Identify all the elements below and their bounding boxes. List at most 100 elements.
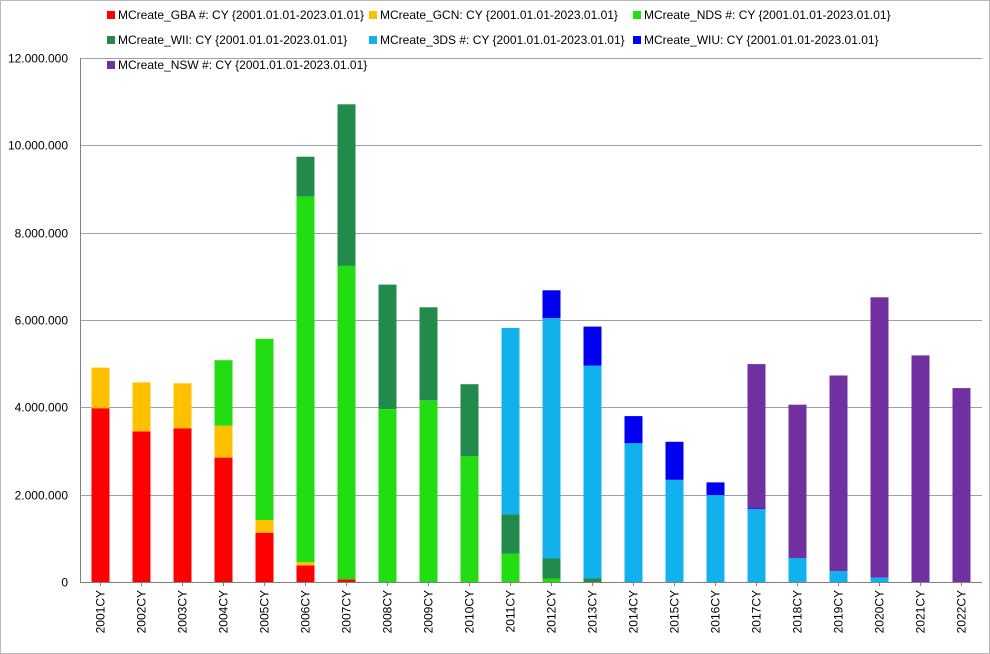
bar-segment bbox=[337, 579, 356, 582]
x-tick-label: 2020CY bbox=[873, 590, 887, 633]
y-tick-label: 12.000.000 bbox=[8, 52, 68, 66]
bar-segment bbox=[296, 562, 315, 566]
x-tick-label: 2008CY bbox=[381, 590, 395, 633]
legend-label: MCreate_WIU: CY {2001.01.01-2023.01.01} bbox=[644, 33, 879, 47]
legend-label: MCreate_GCN: CY {2001.01.01-2023.01.01} bbox=[380, 8, 618, 22]
x-tick-label: 2009CY bbox=[422, 590, 436, 633]
bar-segment bbox=[132, 431, 151, 582]
legend-swatch bbox=[107, 36, 115, 44]
x-tick-label: 2019CY bbox=[832, 590, 846, 633]
legend-item: MCreate_GBA #: CY {2001.01.01-2023.01.01… bbox=[107, 8, 364, 22]
bar-segment bbox=[788, 404, 807, 558]
legend-label: MCreate_WII: CY {2001.01.01-2023.01.01} bbox=[118, 33, 348, 47]
x-tick-label: 2007CY bbox=[340, 590, 354, 633]
legend-label: MCreate_GBA #: CY {2001.01.01-2023.01.01… bbox=[118, 8, 364, 22]
bar-segment bbox=[91, 367, 110, 409]
bar-segment bbox=[255, 532, 274, 582]
x-tick-label: 2013CY bbox=[586, 590, 600, 633]
bar-segment bbox=[378, 409, 397, 582]
bar-segment bbox=[132, 382, 151, 432]
bar-segment bbox=[911, 355, 930, 582]
bar-segment bbox=[583, 578, 602, 582]
bar-segment bbox=[706, 495, 725, 582]
legend-swatch bbox=[107, 11, 115, 19]
x-tick-label: 2015CY bbox=[668, 590, 682, 633]
bar-segment bbox=[419, 307, 438, 401]
x-tick-label: 2021CY bbox=[914, 590, 928, 633]
bar-segment bbox=[337, 265, 356, 580]
bar-segment bbox=[296, 565, 315, 582]
bar-segment bbox=[788, 558, 807, 582]
bar-segment bbox=[296, 196, 315, 563]
legend-swatch bbox=[633, 11, 641, 19]
bar-segment bbox=[665, 441, 684, 480]
x-tick-label: 2012CY bbox=[545, 590, 559, 633]
bar-segment bbox=[870, 577, 889, 582]
bar-segment bbox=[173, 428, 192, 582]
x-tick-label: 2014CY bbox=[627, 590, 641, 633]
x-tick-label: 2001CY bbox=[94, 590, 108, 633]
legend-label: MCreate_3DS #: CY {2001.01.01-2023.01.01… bbox=[380, 33, 625, 47]
bar-segment bbox=[214, 425, 233, 458]
legend-item: MCreate_WII: CY {2001.01.01-2023.01.01} bbox=[107, 33, 347, 47]
legend-swatch bbox=[107, 61, 115, 69]
bar-segment bbox=[624, 416, 643, 444]
x-tick-label: 2022CY bbox=[955, 590, 969, 633]
bar-segment bbox=[460, 384, 479, 457]
x-tick-label: 2002CY bbox=[135, 590, 149, 633]
bar-segment bbox=[337, 104, 356, 266]
legend-swatch bbox=[369, 36, 377, 44]
bar-segment bbox=[583, 365, 602, 579]
bar-segment bbox=[296, 156, 315, 197]
x-tick-label: 2010CY bbox=[463, 590, 477, 633]
bar-segment bbox=[829, 375, 848, 572]
bar-segment bbox=[173, 383, 192, 429]
legend-label: MCreate_NDS #: CY {2001.01.01-2023.01.01… bbox=[644, 8, 891, 22]
bar-segment bbox=[255, 338, 274, 520]
bar-segment bbox=[501, 327, 520, 515]
bar-segment bbox=[214, 457, 233, 582]
y-tick-label: 8.000.000 bbox=[15, 227, 69, 241]
bar-segment bbox=[419, 400, 438, 582]
y-axis: 0 2.000.000 4.000.000 6.000.000 8.000.000 10.… bbox=[8, 52, 81, 590]
legend-item: MCreate_WIU: CY {2001.01.01-2023.01.01} bbox=[633, 33, 879, 47]
bars bbox=[91, 104, 971, 582]
bar-segment bbox=[214, 360, 233, 426]
x-tick-label: 2003CY bbox=[176, 590, 190, 633]
legend-item: MCreate_NSW #: CY {2001.01.01-2023.01.01… bbox=[107, 58, 367, 72]
bar-segment bbox=[542, 318, 561, 559]
bar-segment bbox=[706, 482, 725, 496]
y-tick-label: 0 bbox=[61, 576, 68, 590]
x-axis: 2001CY 2002CY 2003CY 2004CY 2005CY 2006CY 2007… bbox=[80, 582, 982, 633]
bar-segment bbox=[501, 553, 520, 582]
x-tick-label: 2004CY bbox=[217, 590, 231, 633]
bar-segment bbox=[460, 456, 479, 582]
x-tick-label: 2016CY bbox=[709, 590, 723, 633]
legend-item: MCreate_3DS #: CY {2001.01.01-2023.01.01… bbox=[369, 33, 625, 47]
y-tick-label: 10.000.000 bbox=[8, 139, 68, 153]
bar-segment bbox=[501, 514, 520, 554]
bar-segment bbox=[542, 290, 561, 319]
bar-segment bbox=[747, 509, 766, 582]
y-tick-label: 6.000.000 bbox=[15, 314, 69, 328]
y-tick-label: 4.000.000 bbox=[15, 401, 69, 415]
x-tick-label: 2017CY bbox=[750, 590, 764, 633]
bar-segment bbox=[624, 443, 643, 582]
legend-item: MCreate_NDS #: CY {2001.01.01-2023.01.01… bbox=[633, 8, 891, 22]
legend-item: MCreate_GCN: CY {2001.01.01-2023.01.01} bbox=[369, 8, 618, 22]
bar-segment bbox=[255, 520, 274, 533]
bar-segment bbox=[542, 578, 561, 582]
legend: MCreate_GBA #: CY {2001.01.01-2023.01.01… bbox=[1, 1, 989, 81]
bar-segment bbox=[91, 408, 110, 582]
legend-swatch bbox=[369, 11, 377, 19]
x-tick-label: 2011CY bbox=[504, 590, 518, 632]
x-tick-label: 2005CY bbox=[258, 590, 272, 633]
x-tick-label: 2018CY bbox=[791, 590, 805, 633]
bar-segment bbox=[829, 571, 848, 582]
bar-segment bbox=[870, 297, 889, 578]
bar-segment bbox=[747, 508, 766, 510]
bar-segment bbox=[542, 558, 561, 579]
bar-segment bbox=[378, 284, 397, 409]
